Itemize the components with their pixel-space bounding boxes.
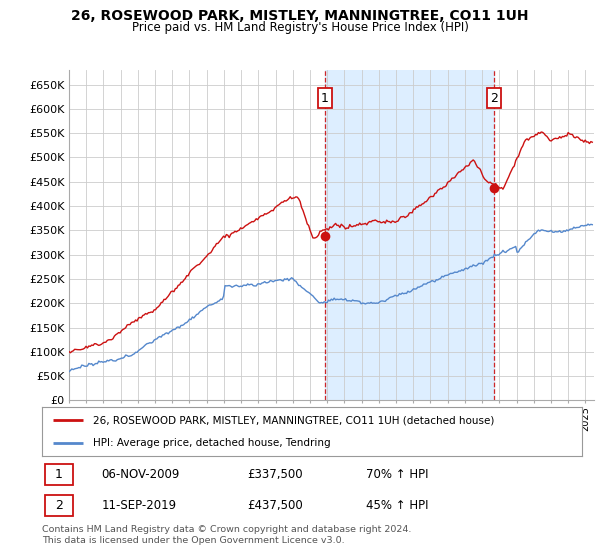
Text: Price paid vs. HM Land Registry's House Price Index (HPI): Price paid vs. HM Land Registry's House …	[131, 21, 469, 34]
Text: 11-SEP-2019: 11-SEP-2019	[101, 498, 176, 512]
Text: £337,500: £337,500	[247, 468, 303, 481]
FancyBboxPatch shape	[45, 494, 73, 516]
Text: 70% ↑ HPI: 70% ↑ HPI	[366, 468, 428, 481]
Text: 26, ROSEWOOD PARK, MISTLEY, MANNINGTREE, CO11 1UH (detached house): 26, ROSEWOOD PARK, MISTLEY, MANNINGTREE,…	[94, 416, 494, 426]
Text: Contains HM Land Registry data © Crown copyright and database right 2024.
This d: Contains HM Land Registry data © Crown c…	[42, 525, 412, 545]
Bar	[325, 70, 494, 400]
Text: £437,500: £437,500	[247, 498, 303, 512]
Text: 06-NOV-2009: 06-NOV-2009	[101, 468, 180, 481]
Text: 26, ROSEWOOD PARK, MISTLEY, MANNINGTREE, CO11 1UH: 26, ROSEWOOD PARK, MISTLEY, MANNINGTREE,…	[71, 9, 529, 23]
Text: 2: 2	[55, 498, 62, 512]
Text: 2: 2	[490, 92, 498, 105]
Text: 1: 1	[320, 92, 329, 105]
Text: HPI: Average price, detached house, Tendring: HPI: Average price, detached house, Tend…	[94, 438, 331, 448]
Text: 1: 1	[55, 468, 62, 481]
FancyBboxPatch shape	[45, 464, 73, 485]
Text: 45% ↑ HPI: 45% ↑ HPI	[366, 498, 428, 512]
